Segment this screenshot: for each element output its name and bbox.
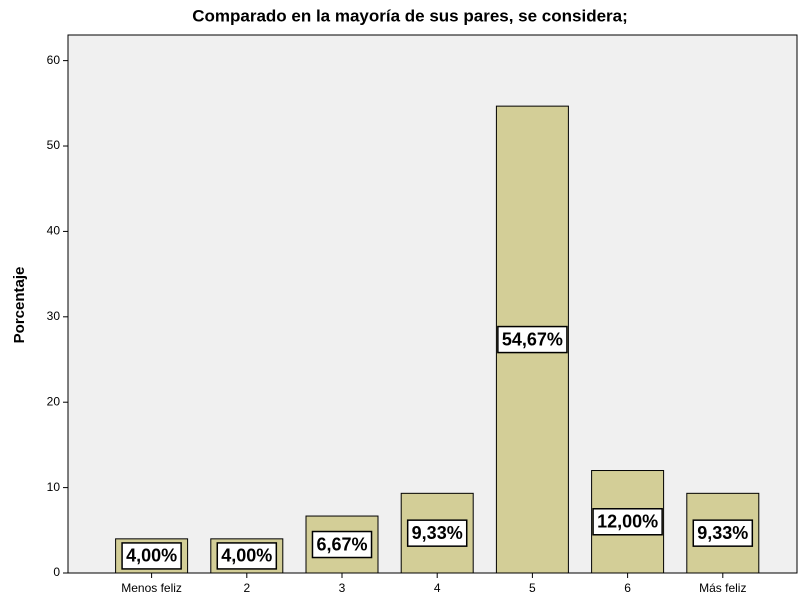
data-label-box	[311, 530, 373, 559]
x-tick-label: 2	[243, 581, 250, 595]
data-label-box	[692, 519, 754, 547]
y-tick-label: 30	[47, 309, 61, 323]
data-label-box	[406, 519, 468, 547]
data-label: 6,67%	[316, 534, 367, 554]
data-label-box	[216, 542, 278, 570]
data-label-box	[121, 542, 182, 570]
x-tick-label: 5	[529, 581, 536, 595]
y-tick-label: 20	[47, 394, 61, 408]
plot-area	[67, 34, 798, 574]
x-tick-label: Menos feliz	[121, 581, 182, 595]
y-tick-label: 60	[47, 53, 61, 67]
y-tick-label: 50	[47, 138, 61, 152]
data-label: 9,33%	[697, 523, 748, 543]
data-label: 12,00%	[597, 512, 658, 532]
data-label: 54,67%	[502, 329, 563, 349]
x-tick-label: Más feliz	[699, 581, 746, 595]
data-label: 4,00%	[221, 546, 272, 566]
data-label: 4,00%	[126, 546, 177, 566]
y-tick-label: 10	[47, 480, 61, 494]
x-tick-label: 3	[339, 581, 346, 595]
y-axis-label: Porcentaje	[11, 267, 28, 344]
data-label: 9,33%	[412, 523, 463, 543]
y-tick-label: 40	[47, 224, 61, 238]
data-label-box	[592, 508, 663, 536]
y-tick-label: 0	[53, 565, 60, 579]
chart-title: Comparado en la mayoría de sus pares, se…	[192, 6, 628, 25]
x-tick-label: 6	[624, 581, 631, 595]
data-label-box	[497, 325, 568, 354]
x-tick-label: 4	[434, 581, 441, 595]
